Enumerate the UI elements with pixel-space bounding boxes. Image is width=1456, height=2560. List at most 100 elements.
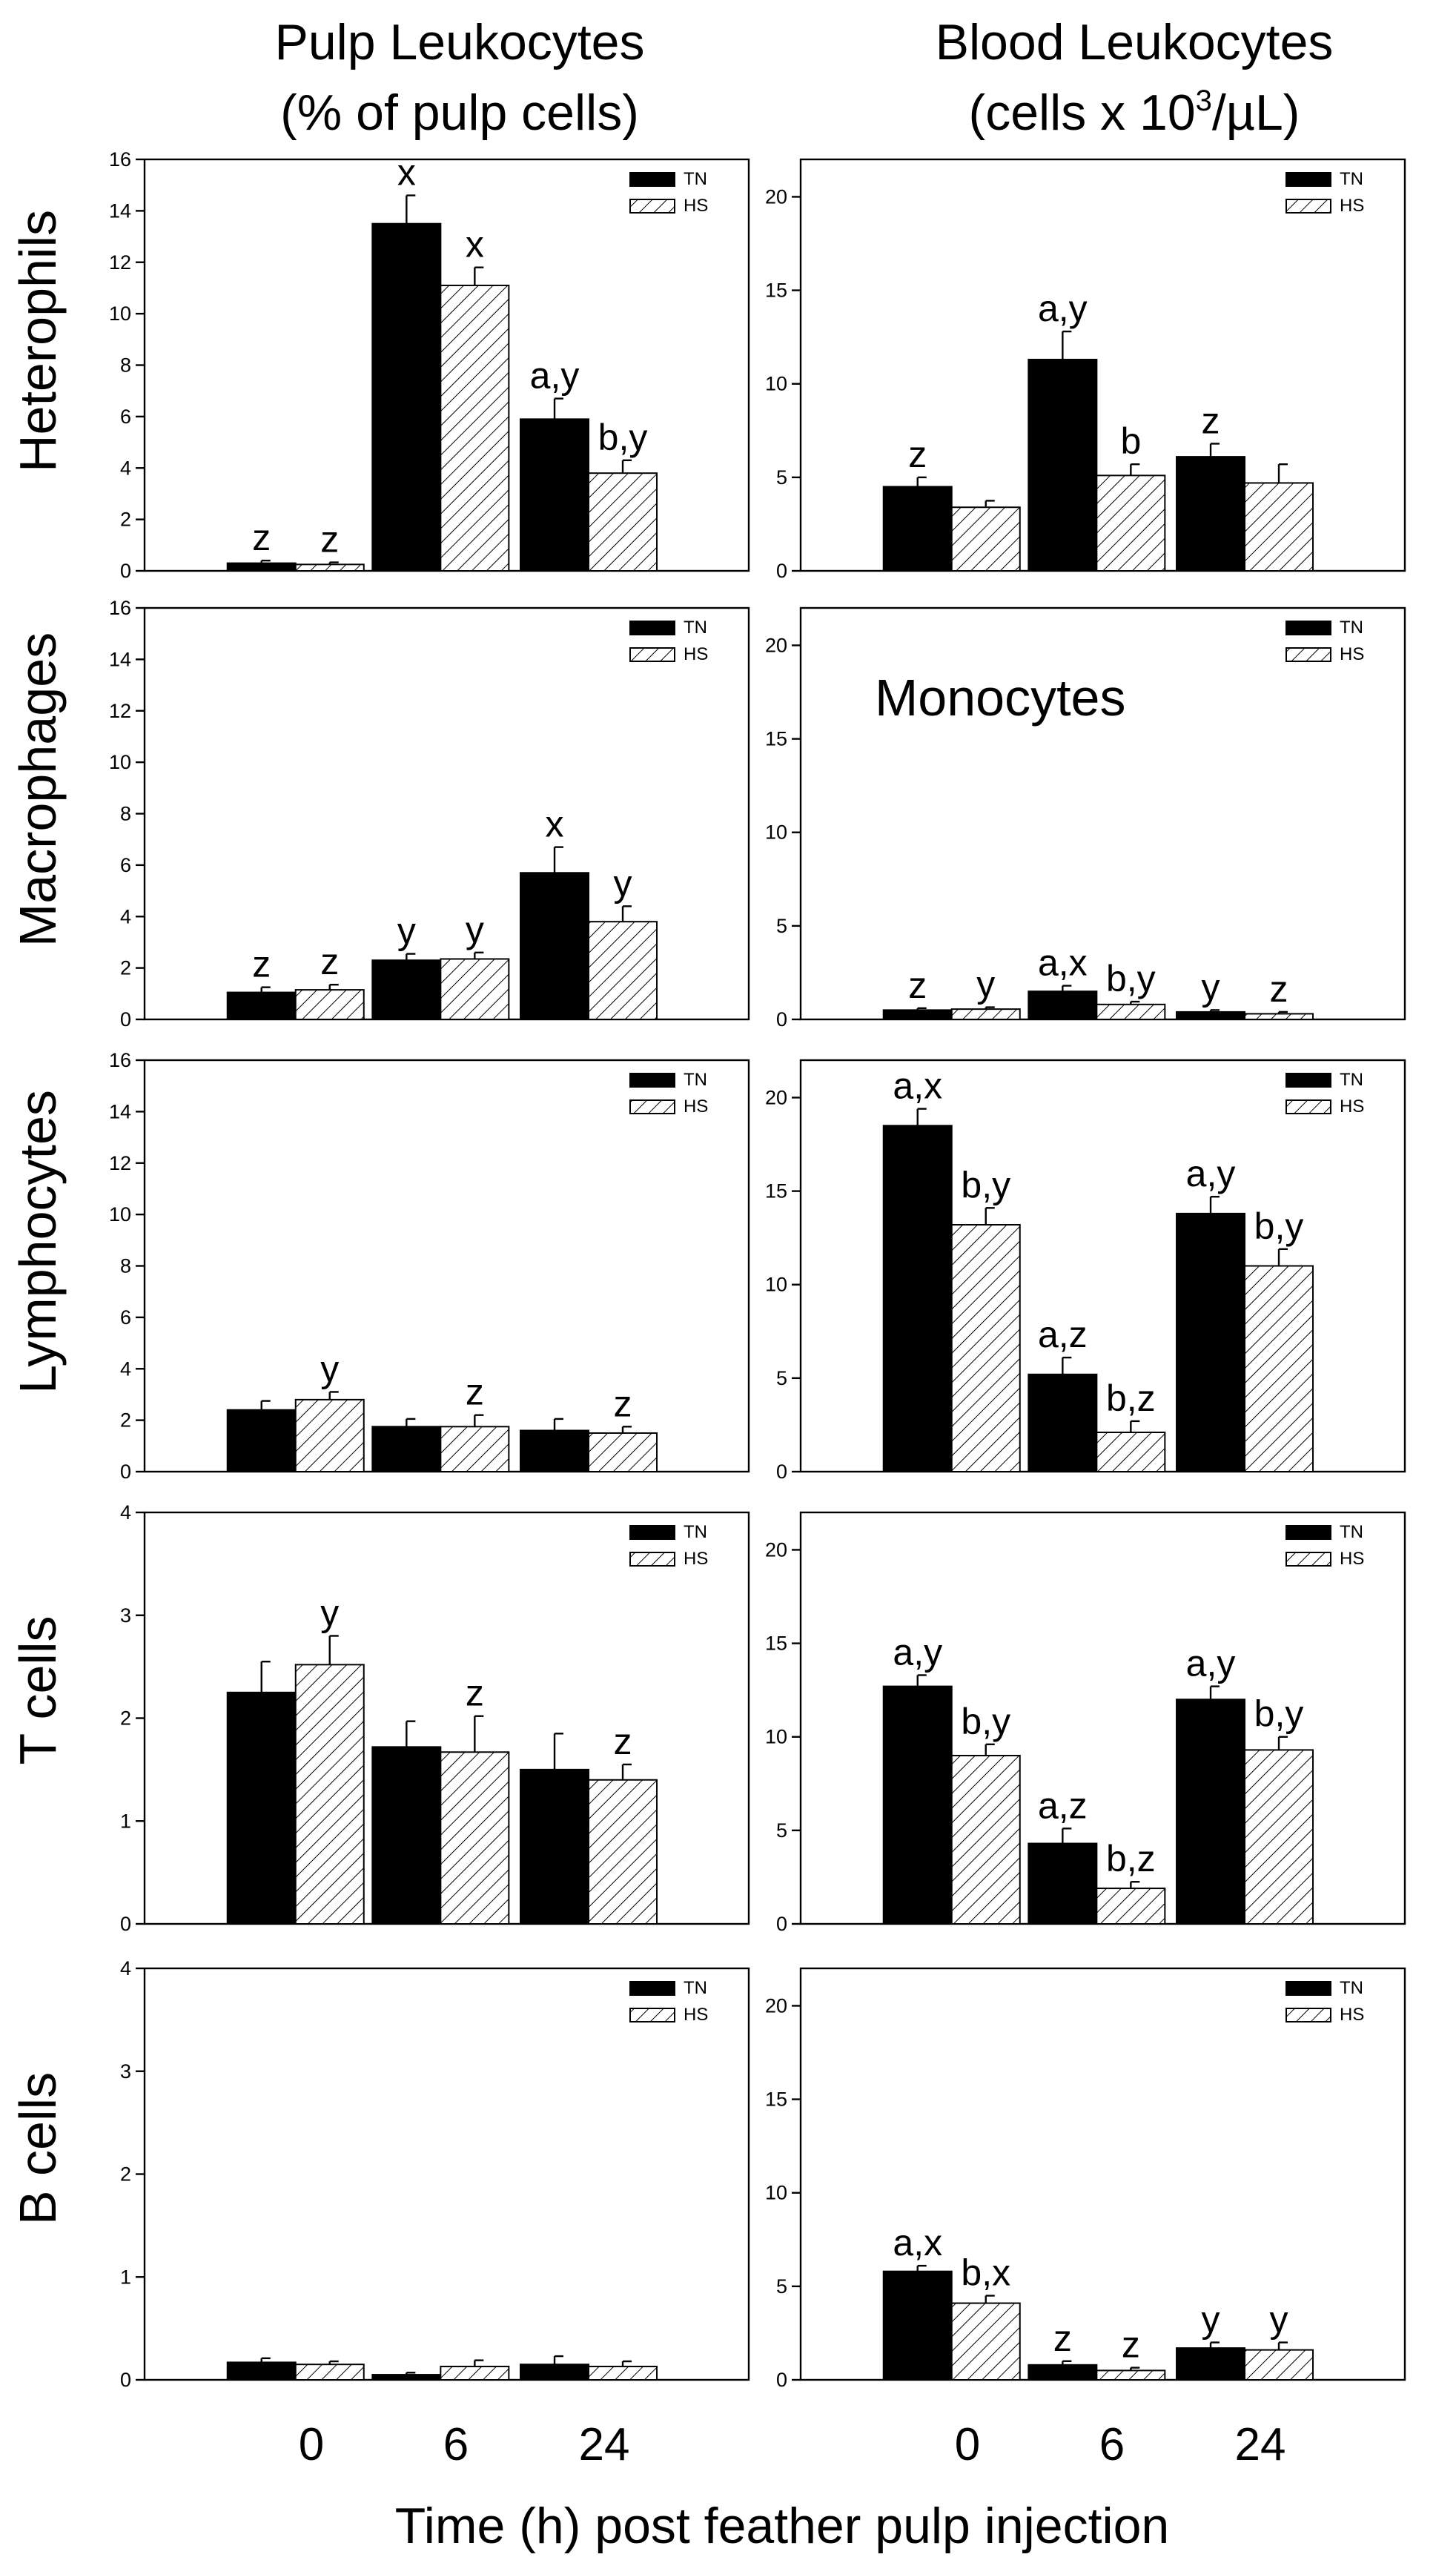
legend-tn-label: TN [1340, 618, 1363, 638]
significance-letter: y [1270, 2299, 1288, 2341]
panel-pulp-t-cells: 0 1 2 3 4 TN HS y z z [120, 1501, 749, 1935]
bar-tn-6 [1028, 360, 1096, 571]
row-label-t-cells: T cells [9, 1616, 67, 1765]
y-tick-label: 4 [120, 905, 131, 927]
bar-hs-6 [1096, 475, 1165, 571]
x-tick-left-24: 24 [579, 2419, 630, 2470]
chart-panels: 0246810121416TNHSzxa,yzxb,y05101520TNHSz… [109, 148, 1405, 2391]
x-tick-right-6: 6 [1099, 2419, 1125, 2470]
panel-pulp-b-cells: 0 1 2 3 4 TN HS [120, 1957, 749, 2391]
significance-letter: a,x [893, 1065, 942, 1107]
bar-tn-0 [228, 563, 296, 571]
y-tick-label: 0 [120, 560, 131, 582]
left-header-line2: (% of pulp cells) [280, 85, 639, 141]
y-tick-label: 0 [120, 1008, 131, 1031]
y-tick-label: 4 [120, 457, 131, 479]
legend-tn-swatch [630, 173, 675, 186]
y-tick-label: 10 [765, 1274, 787, 1296]
legend-hs-swatch [1286, 1552, 1331, 1566]
y-tick-label: 15 [765, 1180, 787, 1203]
y-tick-label: 15 [765, 280, 787, 302]
y-tick-label: 0 [776, 2369, 787, 2391]
y-tick-label: 20 [765, 185, 787, 208]
y-tick-label: 14 [109, 1100, 131, 1122]
legend-tn-label: TN [1340, 1522, 1363, 1542]
significance-letter: y [397, 910, 416, 952]
y-tick-label: 10 [109, 751, 131, 773]
y-tick-label: 10 [765, 821, 787, 844]
bar-hs-6 [1096, 1005, 1165, 1019]
y-tick-label: 14 [109, 199, 131, 222]
y-tick-label: 2 [120, 2163, 131, 2186]
y-tick-label: 20 [765, 1086, 787, 1108]
significance-letter: a,y [1186, 1153, 1236, 1194]
significance-letter: a,y [893, 1631, 942, 1673]
y-tick-label: 2 [120, 957, 131, 979]
significance-letter: b,y [1254, 1693, 1304, 1735]
y-tick-label: 5 [776, 2275, 787, 2298]
bar-tn-24 [1177, 457, 1245, 571]
significance-letter: b,y [1254, 1205, 1304, 1247]
legend-tn-label: TN [684, 618, 707, 638]
legend-hs-label: HS [1340, 2005, 1364, 2025]
bar-tn-24 [520, 873, 589, 1019]
y-tick-label: 6 [120, 854, 131, 876]
significance-letter: z [614, 1721, 632, 1762]
bar-hs-6 [440, 1426, 509, 1472]
y-tick-label: 15 [765, 2088, 787, 2111]
bar-tn-24 [520, 1431, 589, 1472]
x-tick-left-0: 0 [299, 2419, 324, 2470]
bar-hs-24 [589, 1433, 657, 1472]
significance-letter: y [466, 909, 484, 950]
legend-tn-label: TN [684, 1070, 707, 1090]
significance-letter: b [1120, 420, 1141, 462]
y-tick-label: 8 [120, 1255, 131, 1277]
y-tick-label: 0 [120, 1461, 131, 1483]
y-tick-label: 0 [776, 1461, 787, 1483]
legend-tn-swatch [1286, 173, 1331, 186]
right-header-line2: (cells x 103/µL) [969, 85, 1300, 141]
bar-tn-6 [372, 2375, 440, 2380]
bar-tn-0 [228, 1410, 296, 1472]
y-tick-label: 3 [120, 2060, 131, 2083]
panel-pulp-lymphocytes: 0 2 4 6 8 10 12 14 16 TN HS y z z [109, 1049, 749, 1483]
bar-hs-24 [589, 473, 657, 571]
legend-hs-label: HS [1340, 196, 1364, 216]
y-tick-label: 20 [765, 1994, 787, 2017]
y-tick-label: 1 [120, 1810, 131, 1832]
legend-tn-swatch [1286, 1074, 1331, 1087]
y-tick-label: 16 [109, 148, 131, 171]
panel-blood-monocytes: 0 5 10 15 20 TN HS Monocytes z a,x y y b,y z [765, 608, 1405, 1031]
bar-tn-6 [1028, 1375, 1096, 1472]
bar-tn-0 [884, 2272, 952, 2380]
legend-hs-swatch [1286, 2008, 1331, 2022]
legend-tn-label: TN [684, 1522, 707, 1542]
bar-tn-6 [372, 1747, 440, 1924]
legend-hs-swatch [630, 2008, 675, 2022]
row-label-lymphocytes: Lymphocytes [9, 1090, 67, 1394]
legend-hs-label: HS [1340, 1549, 1364, 1569]
significance-letter: z [908, 434, 927, 475]
y-tick-label: 20 [765, 1538, 787, 1561]
figure-canvas: Pulp Leukocytes (% of pulp cells) Blood … [0, 0, 1456, 2560]
bar-hs-0 [952, 1009, 1020, 1019]
significance-letter: b,y [961, 1164, 1010, 1205]
legend-tn-swatch [1286, 1526, 1331, 1539]
y-tick-label: 12 [109, 1152, 131, 1174]
legend-tn-label: TN [684, 1978, 707, 1998]
legend-hs-swatch [630, 1100, 675, 1114]
significance-letter: x [546, 804, 564, 845]
legend-tn-label: TN [1340, 1978, 1363, 1998]
y-tick-label: 10 [109, 1203, 131, 1226]
bar-hs-0 [296, 990, 364, 1019]
bar-hs-0 [952, 507, 1020, 571]
bar-hs-0 [952, 1225, 1020, 1472]
y-tick-label: 10 [109, 302, 131, 325]
significance-letter: a,y [1038, 288, 1088, 329]
panel-inner-title: Monocytes [875, 669, 1125, 727]
panel-frame [145, 1968, 749, 2380]
y-tick-label: 15 [765, 1633, 787, 1655]
y-tick-label: 6 [120, 1306, 131, 1329]
y-tick-label: 0 [120, 1913, 131, 1935]
bar-hs-24 [1245, 483, 1313, 571]
